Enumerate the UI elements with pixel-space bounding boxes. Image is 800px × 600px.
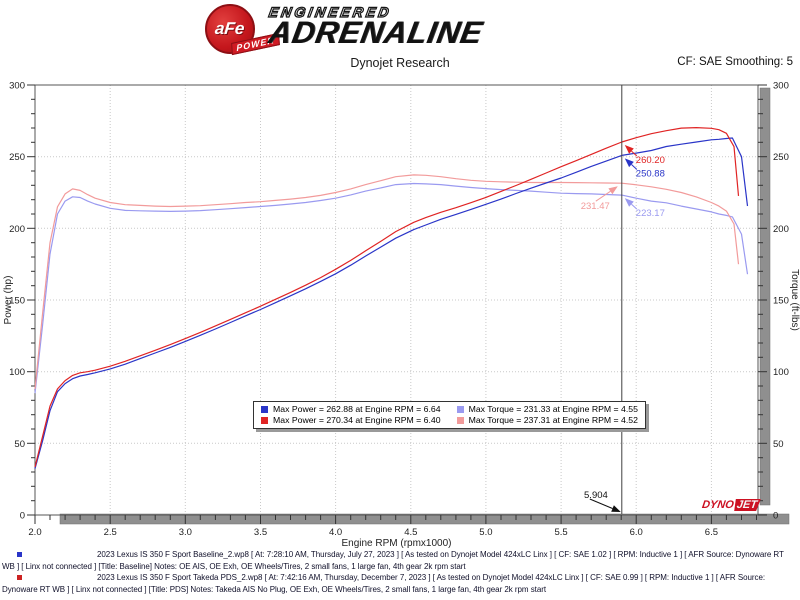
- x-tick-label: 4.5: [404, 527, 417, 538]
- legend-label: Max Torque = 231.33 at Engine RPM = 4.55: [468, 404, 638, 414]
- y-axis-title-torque: Torque (ft-lbs): [789, 269, 800, 331]
- y-tick-label-left: 300: [9, 81, 25, 92]
- y-tick-label-left: 50: [14, 439, 25, 450]
- cursor-readout-label: 223.17: [636, 208, 665, 219]
- legend-swatch-icon: [261, 405, 268, 413]
- cursor-rpm-label: 5.904: [584, 490, 608, 501]
- horizontal-scrollbar[interactable]: [59, 513, 790, 525]
- legend-swatch-icon: [456, 416, 464, 424]
- run-info-footer: 2023 Lexus IS 350 F Sport Baseline_2.wp8…: [2, 549, 798, 595]
- dynojet-logo: DYNO JET: [701, 499, 761, 511]
- run-info-takeda-pds: 2023 Lexus IS 350 F Sport Takeda PDS_2.w…: [2, 573, 766, 594]
- curve-baseline-power-hp: [34, 137, 749, 469]
- vertical-scrollbar[interactable]: [759, 87, 771, 506]
- x-tick-label: 2.0: [28, 527, 41, 538]
- x-tick-label: 4.0: [329, 527, 342, 538]
- afe-power-logo: aFe POWER ENGINEERED ADRENALINE: [205, 3, 485, 56]
- y-tick-label-right: 300: [773, 81, 789, 92]
- baseline-run-bullet-icon: [17, 552, 22, 557]
- dynojet-logo-part2: JET: [734, 499, 761, 511]
- cf-smoothing-label: CF: SAE Smoothing: 5: [677, 56, 793, 68]
- cursor-readout-label: 260.20: [636, 155, 665, 166]
- max-values-legend[interactable]: Max Power = 262.88 at Engine RPM = 6.64 M…: [253, 401, 646, 429]
- cursor-rpm-annotation: 5.904: [584, 490, 621, 512]
- x-tick-label: 6.5: [705, 527, 718, 538]
- y-tick-label-left: 100: [9, 367, 25, 378]
- legend-label: Max Power = 270.34 at Engine RPM = 6.40: [273, 415, 441, 425]
- x-tick-label: 2.5: [104, 527, 117, 538]
- afe-logo-circle-icon: aFe POWER: [205, 4, 280, 56]
- pds-run-bullet-icon: [17, 575, 22, 581]
- y-axis-title-power: Power (hp): [3, 276, 14, 325]
- curve-takeda-pds-torque-ft-lbs: [34, 174, 740, 389]
- y-tick-label-right: 100: [773, 367, 789, 378]
- x-tick-label: 6.0: [630, 527, 643, 538]
- cursor-readout: 260.20: [624, 145, 665, 166]
- chart-subtitle: Dynojet Research: [350, 56, 450, 70]
- legend-item: Max Power = 270.34 at Engine RPM = 6.40: [261, 415, 441, 425]
- cursor-readout: 250.88: [624, 158, 665, 179]
- curve-takeda-pds-power-hp: [34, 126, 740, 468]
- legend-swatch-icon: [261, 416, 268, 424]
- x-tick-label: 3.0: [179, 527, 192, 538]
- legend-label: Max Power = 262.88 at Engine RPM = 6.64: [273, 404, 441, 414]
- y-tick-label-left: 150: [9, 296, 25, 307]
- dynojet-logo-part1: DYNO: [701, 499, 735, 511]
- cursor-readout-label: 250.88: [636, 168, 665, 179]
- run-info-baseline: 2023 Lexus IS 350 F Sport Baseline_2.wp8…: [2, 550, 784, 571]
- curve-baseline-torque-ft-lbs: [34, 182, 749, 394]
- y-tick-label-right: 150: [773, 296, 789, 307]
- y-tick-label-right: 200: [773, 224, 789, 235]
- legend-item: Max Torque = 231.33 at Engine RPM = 4.55: [456, 404, 638, 414]
- x-tick-label: 3.5: [254, 527, 267, 538]
- legend-swatch-icon: [456, 405, 464, 413]
- x-axis-title: Engine RPM (rpmx1000): [341, 538, 451, 549]
- cursor-readout-label: 231.47: [581, 201, 610, 212]
- legend-item: Max Torque = 237.31 at Engine RPM = 4.52: [456, 415, 638, 425]
- x-tick-label: 5.5: [554, 527, 567, 538]
- legend-label: Max Torque = 237.31 at Engine RPM = 4.52: [468, 415, 638, 425]
- y-tick-label-left: 0: [20, 511, 25, 522]
- legend-item: Max Power = 262.88 at Engine RPM = 6.64: [261, 404, 441, 414]
- cursor-readout: 223.17: [624, 198, 665, 219]
- y-tick-label-right: 250: [773, 152, 789, 163]
- y-tick-label-right: 50: [773, 439, 784, 450]
- x-tick-label: 5.0: [479, 527, 492, 538]
- y-tick-label-left: 200: [9, 224, 25, 235]
- cursor-readout: 231.47: [581, 186, 618, 212]
- y-tick-label-right: 0: [773, 511, 778, 522]
- y-tick-label-left: 250: [9, 152, 25, 163]
